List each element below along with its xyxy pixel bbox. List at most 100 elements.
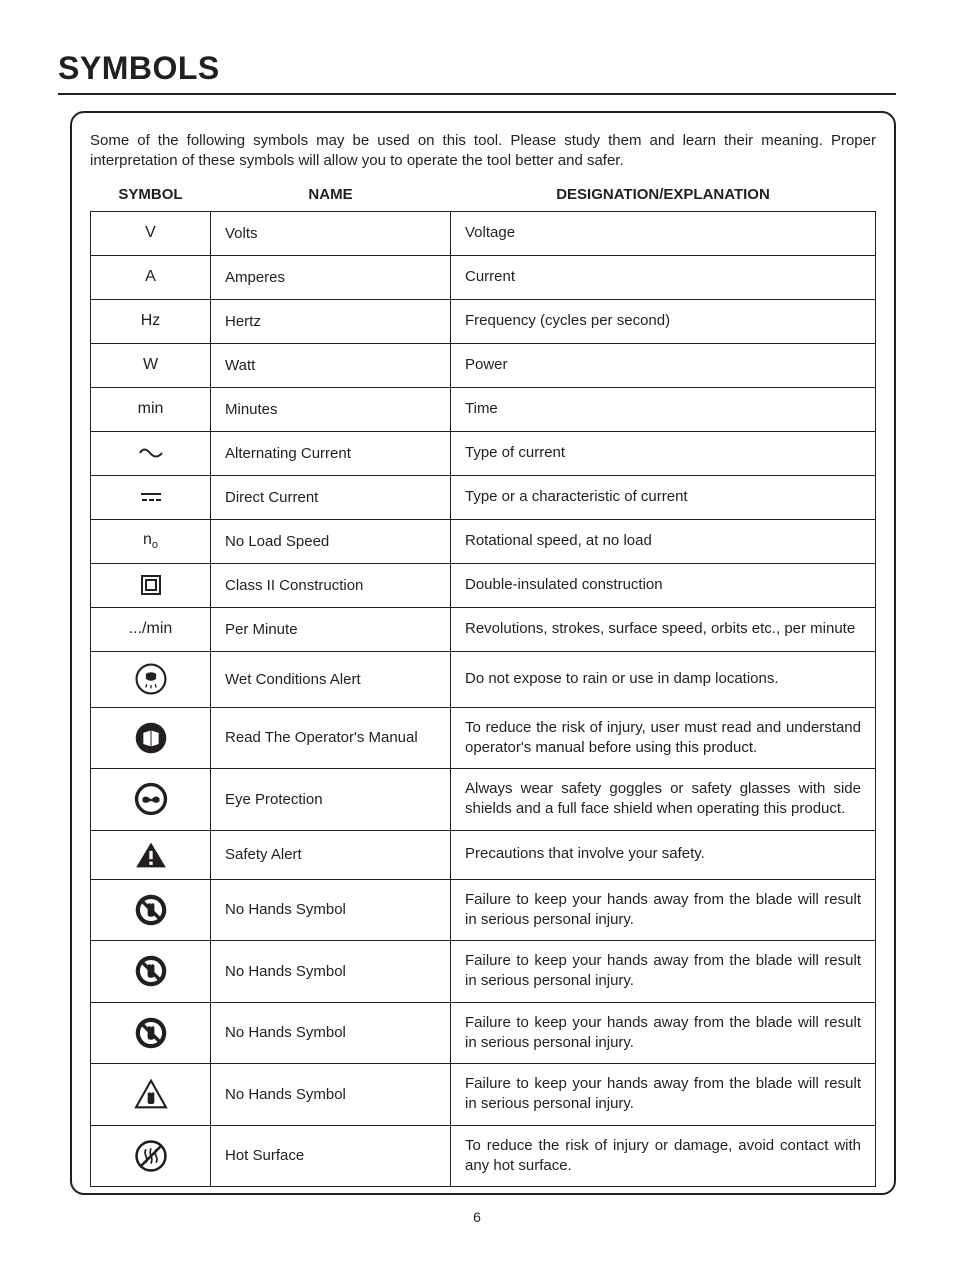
symbol-cell <box>91 830 211 879</box>
table-row: No Hands SymbolFailure to keep your hand… <box>91 1002 876 1064</box>
symbols-panel: Some of the following symbols may be use… <box>70 111 896 1195</box>
name-cell: Eye Protection <box>211 769 451 831</box>
name-cell: No Hands Symbol <box>211 1064 451 1126</box>
symbol-cell <box>91 707 211 769</box>
symbol-cell <box>91 1002 211 1064</box>
double-square-icon <box>140 576 162 593</box>
name-cell: Alternating Current <box>211 431 451 475</box>
table-header-row: SYMBOL NAME DESIGNATION/EXPLANATION <box>91 182 876 212</box>
name-cell: Class II Construction <box>211 563 451 607</box>
table-row: Class II ConstructionDouble-insulated co… <box>91 563 876 607</box>
name-cell: Per Minute <box>211 607 451 651</box>
no-hands-2-icon <box>134 962 168 979</box>
table-row: No Hands SymbolFailure to keep your hand… <box>91 941 876 1003</box>
name-cell: No Hands Symbol <box>211 1002 451 1064</box>
designation-cell: Failure to keep your hands away from the… <box>451 879 876 941</box>
designation-cell: Failure to keep your hands away from the… <box>451 1002 876 1064</box>
no-hands-triangle-icon <box>134 1085 168 1102</box>
eye-protection-icon <box>134 790 168 807</box>
table-row: Direct CurrentType or a characteristic o… <box>91 475 876 519</box>
no-hands-1-icon <box>134 901 168 918</box>
symbol-cell <box>91 431 211 475</box>
read-manual-icon <box>134 729 168 746</box>
safety-alert-icon <box>134 846 168 863</box>
designation-cell: To reduce the risk of injury, user must … <box>451 707 876 769</box>
page-container: SYMBOLS Some of the following symbols ma… <box>0 0 954 1265</box>
name-cell: Hertz <box>211 299 451 343</box>
table-row: no No Load SpeedRotational speed, at no l… <box>91 519 876 563</box>
designation-cell: Voltage <box>451 211 876 255</box>
symbol-cell: V <box>91 211 211 255</box>
designation-cell: Precautions that involve your safety. <box>451 830 876 879</box>
name-cell: Hot Surface <box>211 1125 451 1187</box>
designation-cell: Always wear safety goggles or safety gla… <box>451 769 876 831</box>
designation-cell: Frequency (cycles per second) <box>451 299 876 343</box>
symbol-cell: W <box>91 343 211 387</box>
no-hands-3-icon <box>134 1024 168 1041</box>
table-row: Read The Operator's ManualTo reduce the … <box>91 707 876 769</box>
symbol-cell: .../min <box>91 607 211 651</box>
header-name: NAME <box>211 182 451 212</box>
dc-lines-icon <box>139 488 163 505</box>
header-designation: DESIGNATION/EXPLANATION <box>451 182 876 212</box>
designation-cell: Do not expose to rain or use in damp loc… <box>451 651 876 707</box>
designation-cell: Current <box>451 255 876 299</box>
designation-cell: Time <box>451 387 876 431</box>
designation-cell: Power <box>451 343 876 387</box>
symbols-table: SYMBOL NAME DESIGNATION/EXPLANATION VVol… <box>90 182 876 1188</box>
hot-surface-icon <box>134 1147 168 1164</box>
name-cell: Direct Current <box>211 475 451 519</box>
table-row: Safety AlertPrecautions that involve you… <box>91 830 876 879</box>
table-row: .../minPer MinuteRevolutions, strokes, s… <box>91 607 876 651</box>
symbol-cell <box>91 879 211 941</box>
name-cell: No Hands Symbol <box>211 879 451 941</box>
symbol-cell: no <box>91 519 211 563</box>
table-row: minMinutesTime <box>91 387 876 431</box>
symbol-cell: min <box>91 387 211 431</box>
n-sub-o-icon: no <box>143 531 158 548</box>
name-cell: Amperes <box>211 255 451 299</box>
table-row: Eye ProtectionAlways wear safety goggles… <box>91 769 876 831</box>
symbol-cell: A <box>91 255 211 299</box>
symbol-cell <box>91 475 211 519</box>
designation-cell: Failure to keep your hands away from the… <box>451 1064 876 1126</box>
name-cell: Safety Alert <box>211 830 451 879</box>
name-cell: Volts <box>211 211 451 255</box>
table-row: Hot SurfaceTo reduce the risk of injury … <box>91 1125 876 1187</box>
ac-wave-icon <box>138 444 164 461</box>
designation-cell: Revolutions, strokes, surface speed, orb… <box>451 607 876 651</box>
table-row: WWattPower <box>91 343 876 387</box>
symbol-cell <box>91 1064 211 1126</box>
table-body: VVoltsVoltageAAmperesCurrentHzHertzFrequ… <box>91 211 876 1187</box>
title-rule <box>58 93 896 95</box>
table-row: No Hands SymbolFailure to keep your hand… <box>91 879 876 941</box>
table-row: VVoltsVoltage <box>91 211 876 255</box>
designation-cell: To reduce the risk of injury or damage, … <box>451 1125 876 1187</box>
designation-cell: Double-insulated construction <box>451 563 876 607</box>
table-row: HzHertzFrequency (cycles per second) <box>91 299 876 343</box>
header-symbol: SYMBOL <box>91 182 211 212</box>
name-cell: Wet Conditions Alert <box>211 651 451 707</box>
page-number: 6 <box>58 1209 896 1225</box>
designation-cell: Rotational speed, at no load <box>451 519 876 563</box>
symbol-cell <box>91 1125 211 1187</box>
symbol-cell <box>91 769 211 831</box>
wet-alert-icon <box>134 670 168 687</box>
table-row: AAmperesCurrent <box>91 255 876 299</box>
name-cell: No Hands Symbol <box>211 941 451 1003</box>
page-title: SYMBOLS <box>58 50 896 87</box>
table-row: Alternating CurrentType of current <box>91 431 876 475</box>
table-row: No Hands SymbolFailure to keep your hand… <box>91 1064 876 1126</box>
name-cell: Read The Operator's Manual <box>211 707 451 769</box>
table-row: Wet Conditions AlertDo not expose to rai… <box>91 651 876 707</box>
name-cell: Watt <box>211 343 451 387</box>
symbol-cell: Hz <box>91 299 211 343</box>
name-cell: Minutes <box>211 387 451 431</box>
symbol-cell <box>91 941 211 1003</box>
symbol-cell <box>91 563 211 607</box>
name-cell: No Load Speed <box>211 519 451 563</box>
designation-cell: Type or a characteristic of current <box>451 475 876 519</box>
designation-cell: Failure to keep your hands away from the… <box>451 941 876 1003</box>
intro-text: Some of the following symbols may be use… <box>90 131 876 172</box>
designation-cell: Type of current <box>451 431 876 475</box>
